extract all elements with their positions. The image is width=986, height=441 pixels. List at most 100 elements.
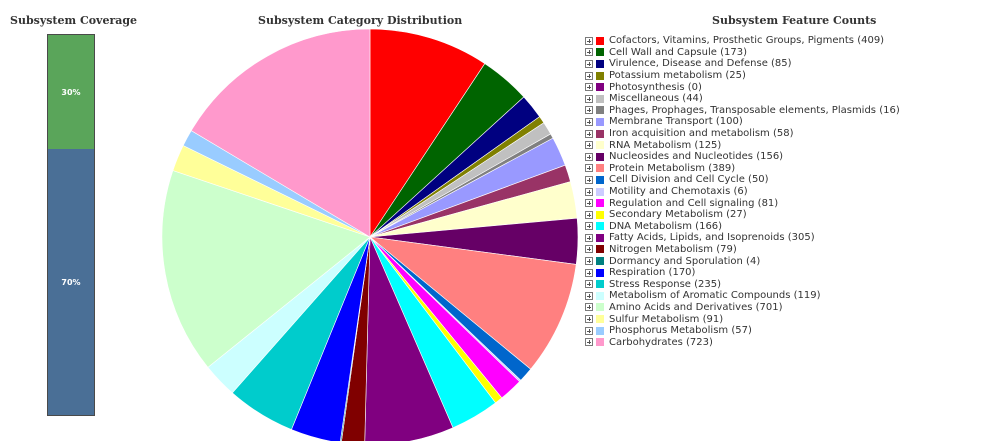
coverage-segment[interactable]: 30% <box>48 35 94 149</box>
legend-swatch <box>596 280 604 289</box>
expand-icon[interactable] <box>585 175 593 184</box>
legend-item[interactable]: Miscellaneous (44) <box>585 93 900 105</box>
legend-label: Respiration (170) <box>609 267 696 279</box>
expand-icon[interactable] <box>585 315 593 324</box>
legend-item[interactable]: Carbohydrates (723) <box>585 336 900 348</box>
legend-label: Fatty Acids, Lipids, and Isoprenoids (30… <box>609 232 815 244</box>
legend-label: Cell Wall and Capsule (173) <box>609 46 747 58</box>
legend-label: Phages, Prophages, Transposable elements… <box>609 104 900 116</box>
legend-label: Sulfur Metabolism (91) <box>609 313 724 325</box>
expand-icon[interactable] <box>585 59 593 68</box>
legend-swatch <box>596 106 604 115</box>
expand-icon[interactable] <box>585 210 593 219</box>
pie-slice[interactable] <box>364 236 454 441</box>
legend-item[interactable]: Sulfur Metabolism (91) <box>585 313 900 325</box>
expand-icon[interactable] <box>585 245 593 254</box>
legend-swatch <box>596 210 604 219</box>
legend-item[interactable]: Nitrogen Metabolism (79) <box>585 244 900 256</box>
legend-label: Carbohydrates (723) <box>609 336 713 348</box>
legend-swatch <box>596 83 604 92</box>
legend-label: Cell Division and Cell Cycle (50) <box>609 174 769 186</box>
expand-icon[interactable] <box>585 199 593 208</box>
legend-swatch <box>596 187 604 196</box>
expand-icon[interactable] <box>585 222 593 231</box>
legend-label: Stress Response (235) <box>609 278 722 290</box>
coverage-segment[interactable]: 70% <box>48 149 94 415</box>
expand-icon[interactable] <box>585 141 593 150</box>
legend-swatch <box>596 94 604 103</box>
legend-item[interactable]: Photosynthesis (0) <box>585 81 900 93</box>
legend-item[interactable]: Iron acquisition and metabolism (58) <box>585 128 900 140</box>
legend-item[interactable]: Phages, Prophages, Transposable elements… <box>585 105 900 117</box>
expand-icon[interactable] <box>585 291 593 300</box>
expand-icon[interactable] <box>585 117 593 126</box>
expand-icon[interactable] <box>585 326 593 335</box>
legend-item[interactable]: Secondary Metabolism (27) <box>585 209 900 221</box>
coverage-bar: 30% 70% <box>47 34 95 416</box>
legend-swatch <box>596 268 604 277</box>
legend-item[interactable]: Virulence, Disease and Defense (85) <box>585 58 900 70</box>
expand-icon[interactable] <box>585 71 593 80</box>
expand-icon[interactable] <box>585 83 593 92</box>
pie-chart <box>161 28 579 441</box>
expand-icon[interactable] <box>585 106 593 115</box>
legend-item[interactable]: Cell Wall and Capsule (173) <box>585 47 900 59</box>
legend-item[interactable]: Nucleosides and Nucleotides (156) <box>585 151 900 163</box>
legend-swatch <box>596 326 604 335</box>
coverage-title: Subsystem Coverage <box>10 14 138 27</box>
expand-icon[interactable] <box>585 129 593 138</box>
legend-item[interactable]: Protein Metabolism (389) <box>585 163 900 175</box>
legend-item[interactable]: Cofactors, Vitamins, Prosthetic Groups, … <box>585 35 900 47</box>
legend-label: Protein Metabolism (389) <box>609 162 736 174</box>
legend-swatch <box>596 233 604 242</box>
expand-icon[interactable] <box>585 303 593 312</box>
legend-swatch <box>596 175 604 184</box>
legend-item[interactable]: Regulation and Cell signaling (81) <box>585 197 900 209</box>
legend-item[interactable]: Stress Response (235) <box>585 278 900 290</box>
legend-label: Amino Acids and Derivatives (701) <box>609 301 783 313</box>
legend-swatch <box>596 59 604 68</box>
legend-item[interactable]: Respiration (170) <box>585 267 900 279</box>
legend-item[interactable]: Phosphorus Metabolism (57) <box>585 325 900 337</box>
legend-item[interactable]: Potassium metabolism (25) <box>585 70 900 82</box>
pie-slice[interactable] <box>190 28 371 238</box>
expand-icon[interactable] <box>585 338 593 347</box>
legend-item[interactable]: Membrane Transport (100) <box>585 116 900 128</box>
legend-item[interactable]: DNA Metabolism (166) <box>585 221 900 233</box>
expand-icon[interactable] <box>585 280 593 289</box>
legend-label: Cofactors, Vitamins, Prosthetic Groups, … <box>609 35 885 47</box>
legend-item[interactable]: Motility and Chemotaxis (6) <box>585 186 900 198</box>
legend-item[interactable]: Cell Division and Cell Cycle (50) <box>585 174 900 186</box>
expand-icon[interactable] <box>585 233 593 242</box>
legend-item[interactable]: Metabolism of Aromatic Compounds (119) <box>585 290 900 302</box>
legend-swatch <box>596 36 604 45</box>
expand-icon[interactable] <box>585 48 593 57</box>
pie-slice[interactable] <box>368 236 577 370</box>
legend-swatch <box>596 129 604 138</box>
expand-icon[interactable] <box>585 94 593 103</box>
legend-label: Motility and Chemotaxis (6) <box>609 186 748 198</box>
legend-swatch <box>596 291 604 300</box>
pie-title: Subsystem Category Distribution <box>258 14 463 27</box>
expand-icon[interactable] <box>585 257 593 266</box>
coverage-segment-label: 30% <box>61 87 81 97</box>
legend-swatch <box>596 141 604 150</box>
expand-icon[interactable] <box>585 164 593 173</box>
legend-swatch <box>596 199 604 208</box>
legend-title: Subsystem Feature Counts <box>712 14 877 27</box>
expand-icon[interactable] <box>585 268 593 277</box>
legend-label: Nitrogen Metabolism (79) <box>609 243 737 255</box>
expand-icon[interactable] <box>585 36 593 45</box>
legend-item[interactable]: Amino Acids and Derivatives (701) <box>585 302 900 314</box>
legend-swatch <box>596 303 604 312</box>
legend-item[interactable]: Fatty Acids, Lipids, and Isoprenoids (30… <box>585 232 900 244</box>
legend-swatch <box>596 222 604 231</box>
pie-slice[interactable] <box>369 28 486 238</box>
legend-label: Regulation and Cell signaling (81) <box>609 197 779 209</box>
legend-label: Phosphorus Metabolism (57) <box>609 325 752 337</box>
expand-icon[interactable] <box>585 152 593 161</box>
expand-icon[interactable] <box>585 187 593 196</box>
legend-item[interactable]: RNA Metabolism (125) <box>585 139 900 151</box>
legend-item[interactable]: Dormancy and Sporulation (4) <box>585 255 900 267</box>
legend-swatch <box>596 117 604 126</box>
